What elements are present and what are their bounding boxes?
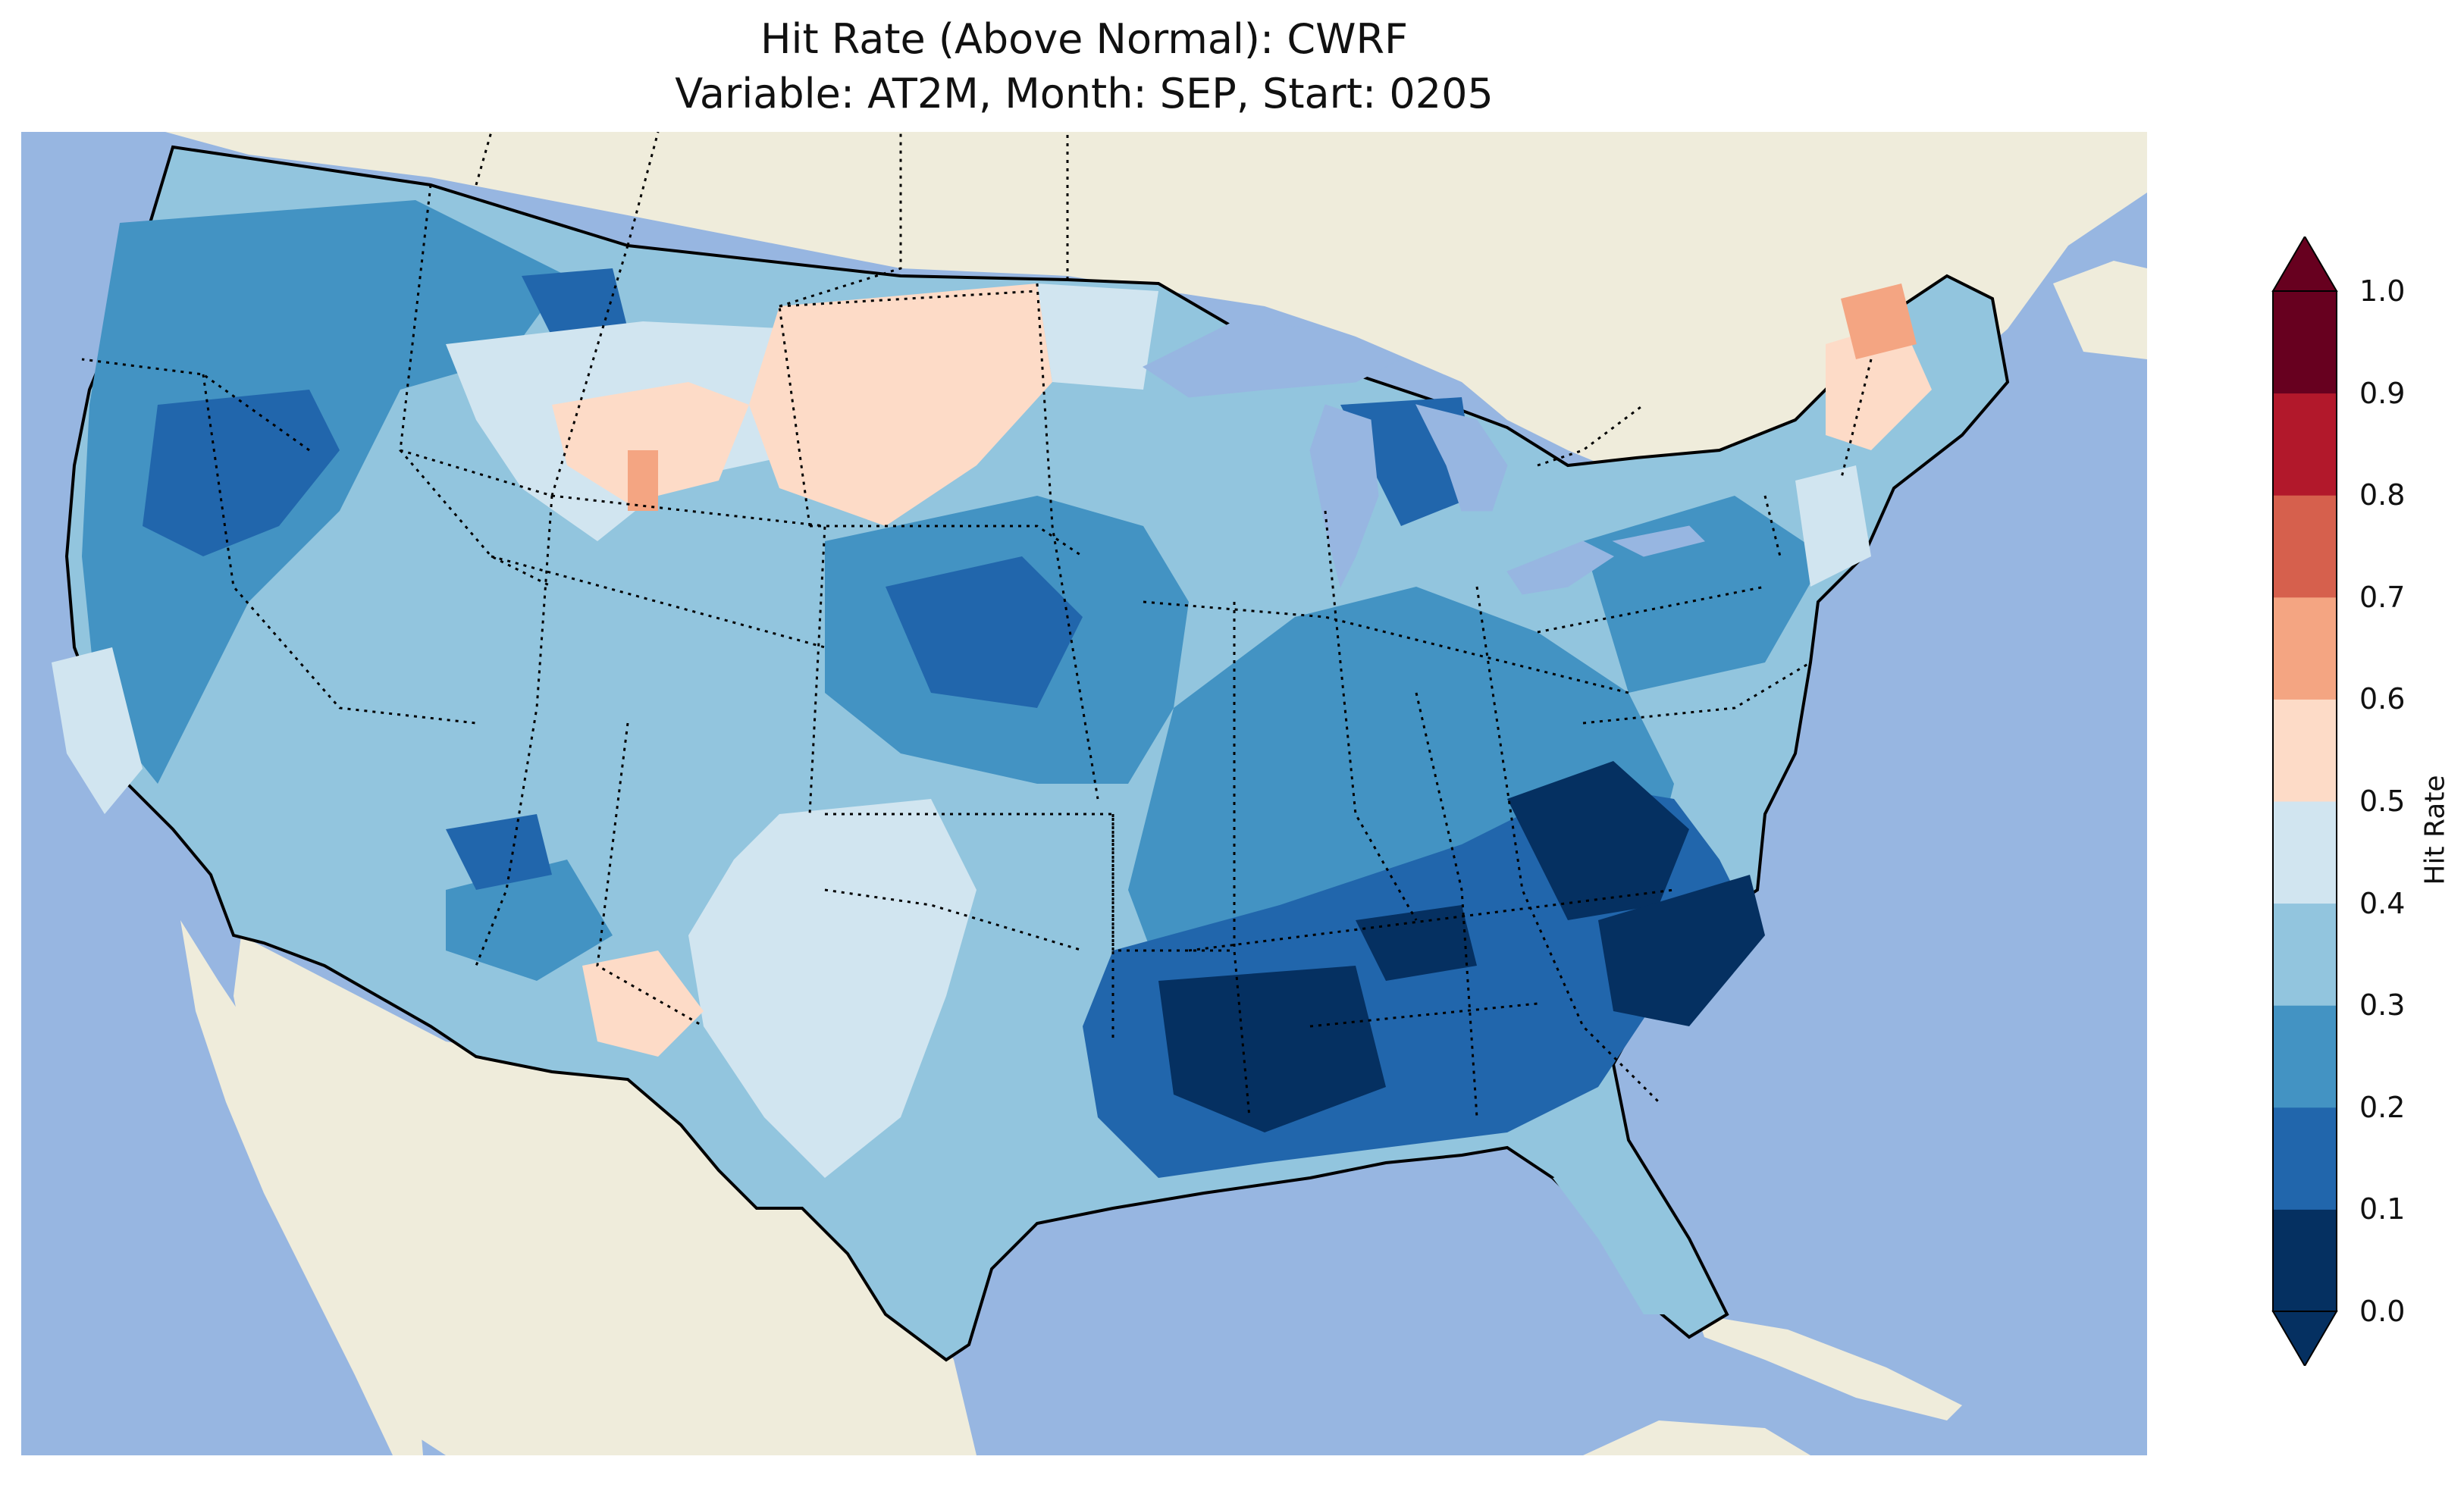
colorbar-tick-label: 0.6 bbox=[2359, 682, 2406, 716]
state-borders bbox=[81, 132, 1873, 1118]
colorbar-tick-label: 0.0 bbox=[2359, 1295, 2406, 1328]
colorbar-tick-label: 0.9 bbox=[2359, 376, 2406, 410]
yucatan-land bbox=[1583, 1420, 1810, 1455]
colorbar-swatch bbox=[2273, 903, 2337, 1006]
colorbar-tick-label: 0.1 bbox=[2359, 1192, 2406, 1226]
colorbar-tick-label: 0.4 bbox=[2359, 886, 2406, 920]
chart-title: Hit Rate (Above Normal): CWRF bbox=[760, 15, 1409, 63]
colorbar-swatch bbox=[2273, 393, 2337, 496]
cuba-land bbox=[1697, 1314, 1962, 1420]
colorbar-tick-label: 0.8 bbox=[2359, 478, 2406, 512]
colorbar-outline bbox=[2272, 290, 2337, 1312]
colorbar-label: Hit Rate bbox=[2419, 775, 2451, 885]
colorbar-tick-label: 0.2 bbox=[2359, 1090, 2406, 1124]
colorbar-tick-label: 0.7 bbox=[2359, 580, 2406, 614]
colorbar-swatch bbox=[2273, 291, 2337, 394]
colorbar-tick-label: 1.0 bbox=[2359, 274, 2406, 308]
newfoundland-land bbox=[2053, 261, 2147, 359]
colorbar-swatch bbox=[2273, 699, 2337, 802]
colorbar bbox=[2271, 236, 2338, 1366]
colorbar-swatch bbox=[2273, 1005, 2337, 1108]
great-lakes bbox=[1143, 321, 1705, 595]
map-panel bbox=[21, 132, 2147, 1455]
colorbar-tick-label: 0.3 bbox=[2359, 988, 2406, 1023]
colorbar-tick-label: 0.5 bbox=[2359, 785, 2406, 818]
colorbar-extend-max bbox=[2271, 236, 2338, 292]
colorbar-swatches bbox=[2273, 291, 2337, 1312]
canada-land bbox=[165, 132, 2147, 488]
colorbar-swatch bbox=[2273, 801, 2337, 904]
colorbar-extend-min bbox=[2271, 1311, 2338, 1366]
colorbar-swatch bbox=[2273, 495, 2337, 598]
colorbar-swatch bbox=[2273, 1107, 2337, 1210]
colorbar-swatch bbox=[2273, 1209, 2337, 1312]
hit-rate-field bbox=[52, 200, 1932, 1314]
colorbar-swatch bbox=[2273, 597, 2337, 700]
baja-land bbox=[180, 920, 423, 1455]
mexico-land bbox=[234, 935, 977, 1455]
chart-subtitle: Variable: AT2M, Month: SEP, Start: 0205 bbox=[675, 70, 1494, 117]
